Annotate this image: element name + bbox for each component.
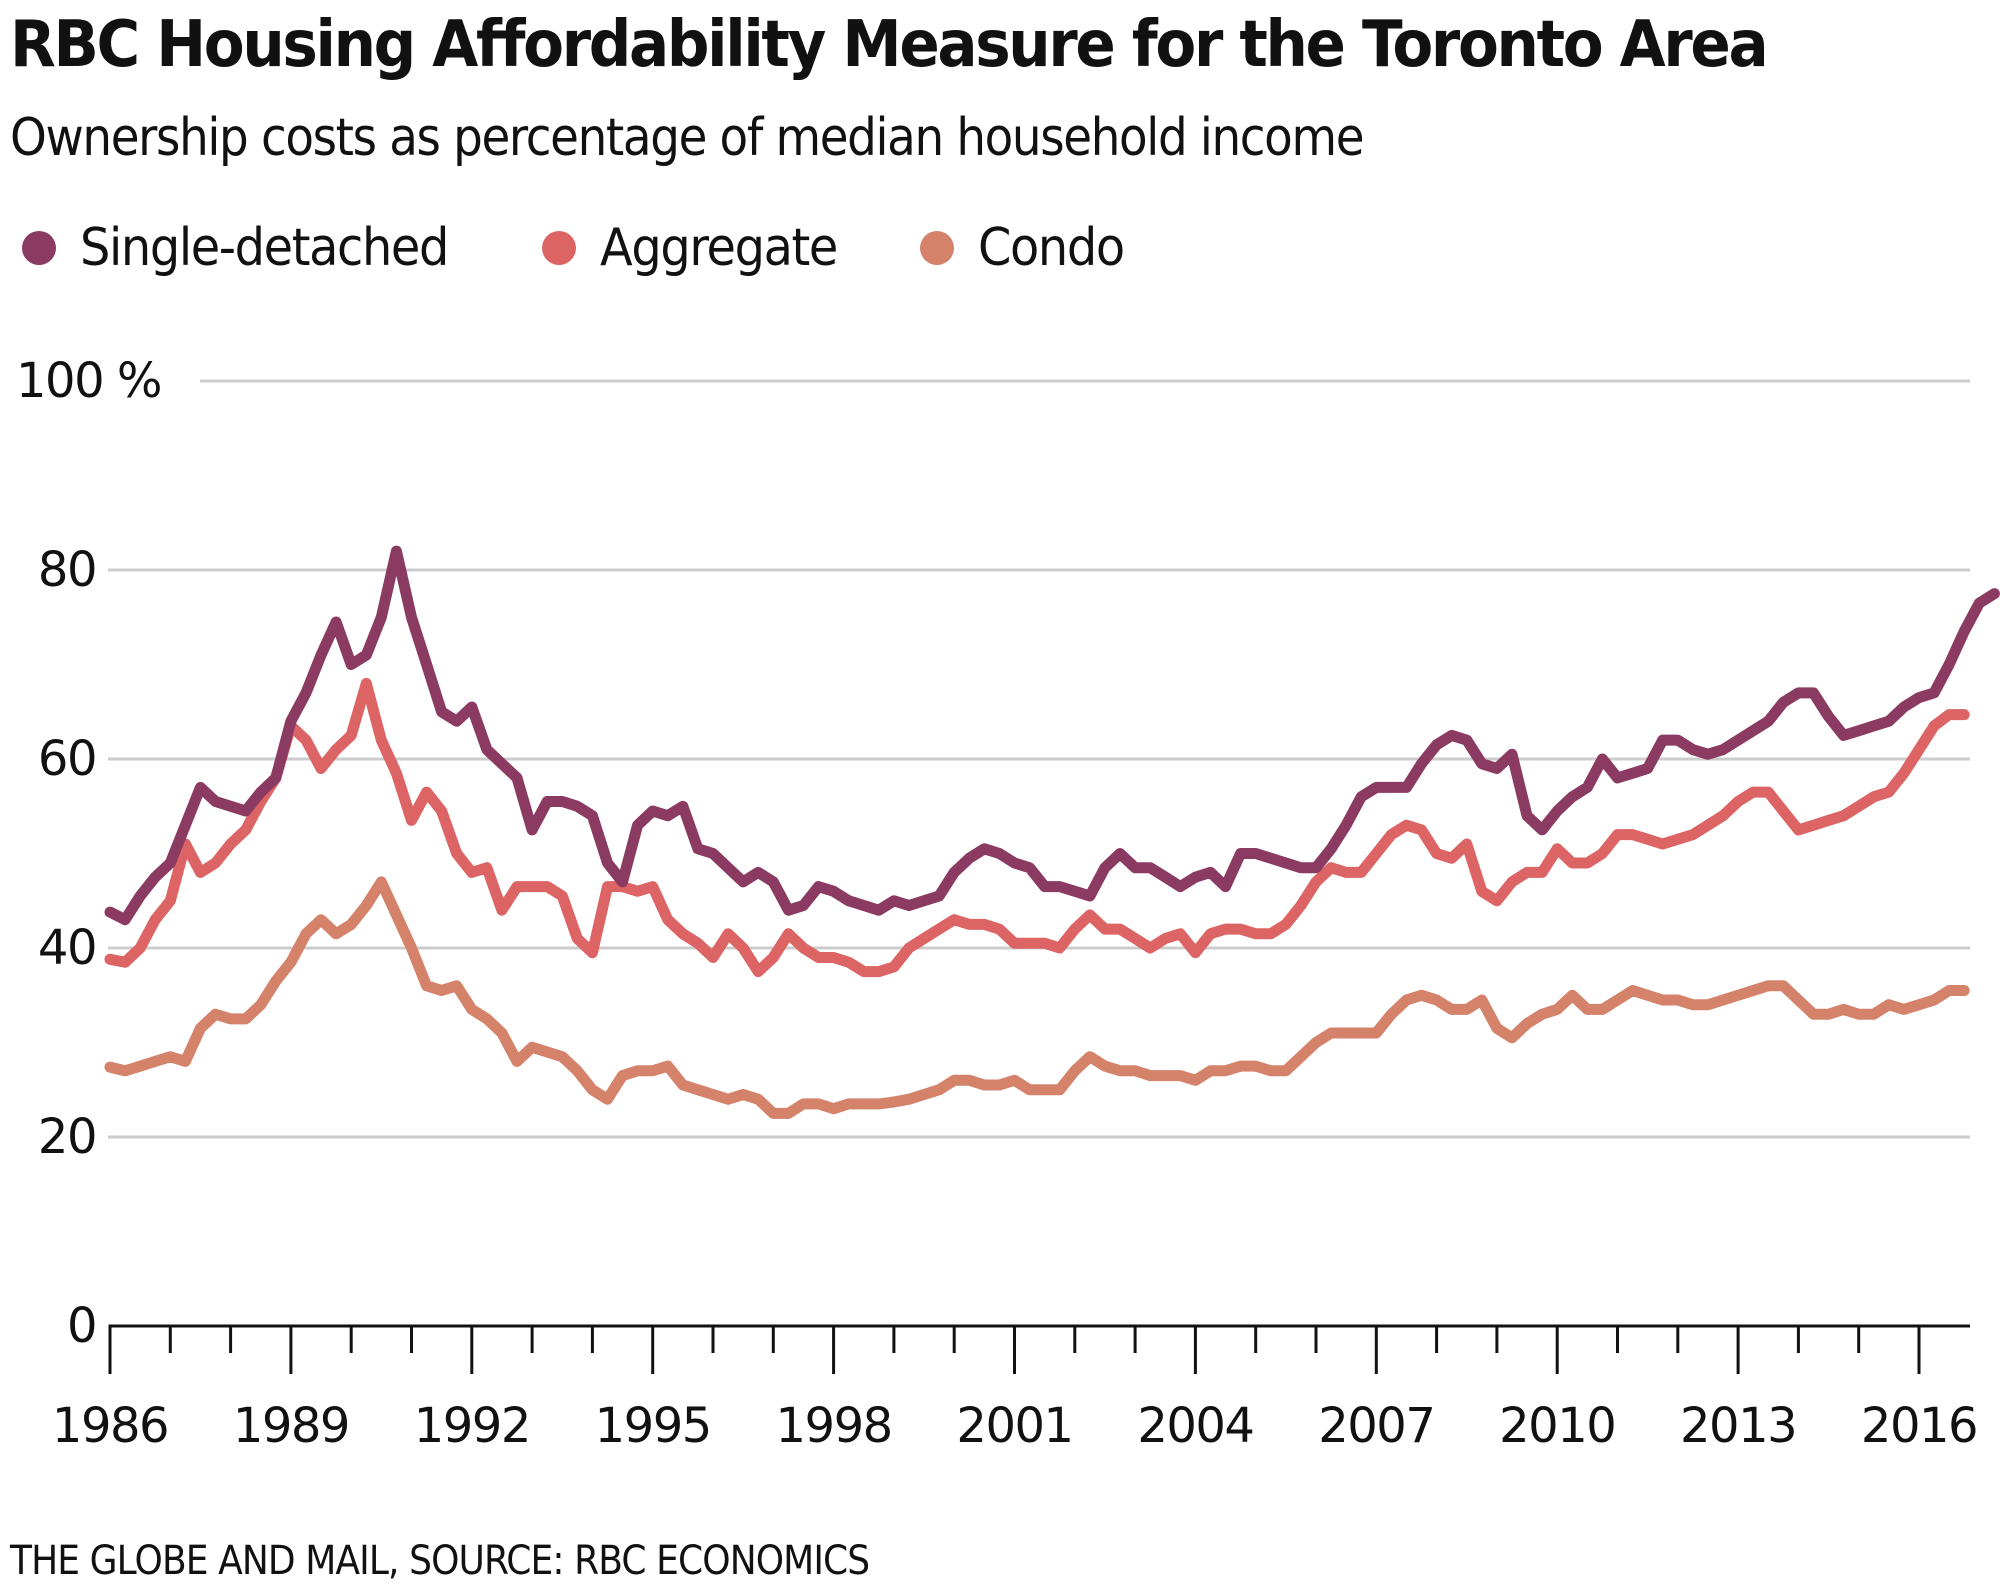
x-tick-label: 1986 xyxy=(52,1398,168,1454)
y-tick-label: 20 xyxy=(38,1109,96,1165)
series-line-condo xyxy=(104,876,1970,1119)
y-tick-label: 60 xyxy=(38,731,96,787)
y-tick-label: 100 % xyxy=(16,353,161,409)
x-tick-label: 1992 xyxy=(414,1398,530,1454)
legend-item-condo: Condo xyxy=(919,218,1136,278)
y-tick-label: 0 xyxy=(67,1298,96,1354)
x-tick-label: 2013 xyxy=(1680,1398,1796,1454)
chart-subtitle: Ownership costs as percentage of median … xyxy=(10,108,1364,168)
chart-title: RBC Housing Affordability Measure for th… xyxy=(10,8,1769,82)
series-line-aggregate xyxy=(104,677,1970,978)
x-axis: 1986 1989 1992 1995 1998 2001 2004 2007 2010 2013… xyxy=(52,1324,1979,1454)
source-note: THE GLOBE AND MAIL, SOURCE: RBC ECONOMIC… xyxy=(10,1538,870,1584)
x-tick-label: 2016 xyxy=(1861,1398,1977,1454)
x-tick-label: 1989 xyxy=(233,1398,349,1454)
x-tick-label: 2007 xyxy=(1318,1398,1434,1454)
y-axis: 0 20 40 60 80 100 % xyxy=(16,353,162,1354)
legend-label-aggregate: Aggregate xyxy=(599,218,838,278)
legend: Single-detached Aggregate Condo xyxy=(22,218,1198,278)
series-line-single-detached xyxy=(104,545,2000,926)
x-tick-label: 1995 xyxy=(595,1398,711,1454)
legend-dot-single-detached xyxy=(22,231,56,265)
y-tick-label: 40 xyxy=(38,920,96,976)
legend-label-condo: Condo xyxy=(977,218,1125,278)
series-lines xyxy=(104,545,2000,1119)
x-tick-label: 2004 xyxy=(1137,1398,1253,1454)
x-tick-label: 1998 xyxy=(776,1398,892,1454)
x-tick-label: 2010 xyxy=(1499,1398,1615,1454)
legend-dot-condo xyxy=(919,231,954,265)
y-tick-label: 80 xyxy=(38,542,96,598)
x-tick-label: 2001 xyxy=(956,1398,1072,1454)
legend-item-single-detached: Single-detached xyxy=(22,218,480,278)
legend-dot-aggregate xyxy=(541,231,576,265)
legend-item-aggregate: Aggregate xyxy=(541,218,858,278)
legend-label-single-detached: Single-detached xyxy=(80,218,449,278)
gridlines xyxy=(108,379,1970,1139)
